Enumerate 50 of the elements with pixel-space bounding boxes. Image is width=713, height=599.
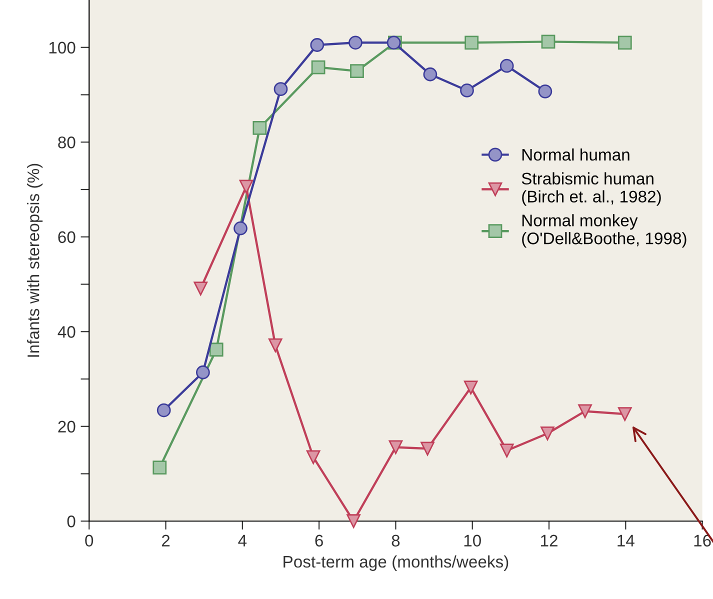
x-tick-label: 8 <box>392 534 400 547</box>
point <box>578 404 592 418</box>
point <box>420 442 434 456</box>
point <box>311 60 326 74</box>
point <box>252 120 267 135</box>
x-tick-label: 0 <box>85 534 94 547</box>
point <box>618 36 632 50</box>
y-tick-label: 20 <box>58 420 76 433</box>
point <box>538 84 552 98</box>
point <box>194 282 208 296</box>
point <box>239 180 254 194</box>
x-tick-label: 6 <box>315 534 323 547</box>
point <box>460 84 474 98</box>
point <box>500 444 514 458</box>
y-axis-title: Infants with stereopsis (%) <box>27 164 43 357</box>
point <box>346 514 361 528</box>
point <box>152 460 167 475</box>
x-tick-label: 16 <box>694 534 711 547</box>
x-tick-label: 14 <box>618 534 634 546</box>
x-tick-label: 2 <box>162 534 170 546</box>
y-tick-label: 40 <box>58 326 76 338</box>
legend-label: Strabismic human (Birch et. al., 1982) <box>522 172 661 206</box>
x-tick-label: 12 <box>541 534 558 546</box>
x-axis-title: Post-term age (months/weeks) <box>284 555 508 571</box>
x-tick-label: 10 <box>464 534 481 547</box>
point <box>500 58 514 73</box>
x-tick-label: 4 <box>238 534 247 546</box>
y-tick-label: 80 <box>58 136 76 148</box>
point <box>618 407 632 422</box>
point <box>310 38 324 52</box>
legend-label: Normal monkey (O'Dell&Boothe, 1998) <box>522 214 686 248</box>
y-tick-label: 60 <box>58 231 76 244</box>
point <box>196 365 210 380</box>
legend-label: Normal human <box>522 148 630 161</box>
point <box>464 380 478 394</box>
point <box>274 82 288 96</box>
point <box>350 64 364 78</box>
point <box>306 450 320 464</box>
y-tick-label: 0 <box>67 516 76 528</box>
point <box>156 403 171 418</box>
point <box>209 342 224 357</box>
point <box>388 440 403 454</box>
point <box>348 36 362 50</box>
point <box>268 338 282 352</box>
point <box>234 221 248 236</box>
point <box>423 67 438 82</box>
point <box>541 34 556 49</box>
y-tick-label: 100 <box>49 42 76 54</box>
point <box>464 36 479 50</box>
point <box>540 426 554 440</box>
